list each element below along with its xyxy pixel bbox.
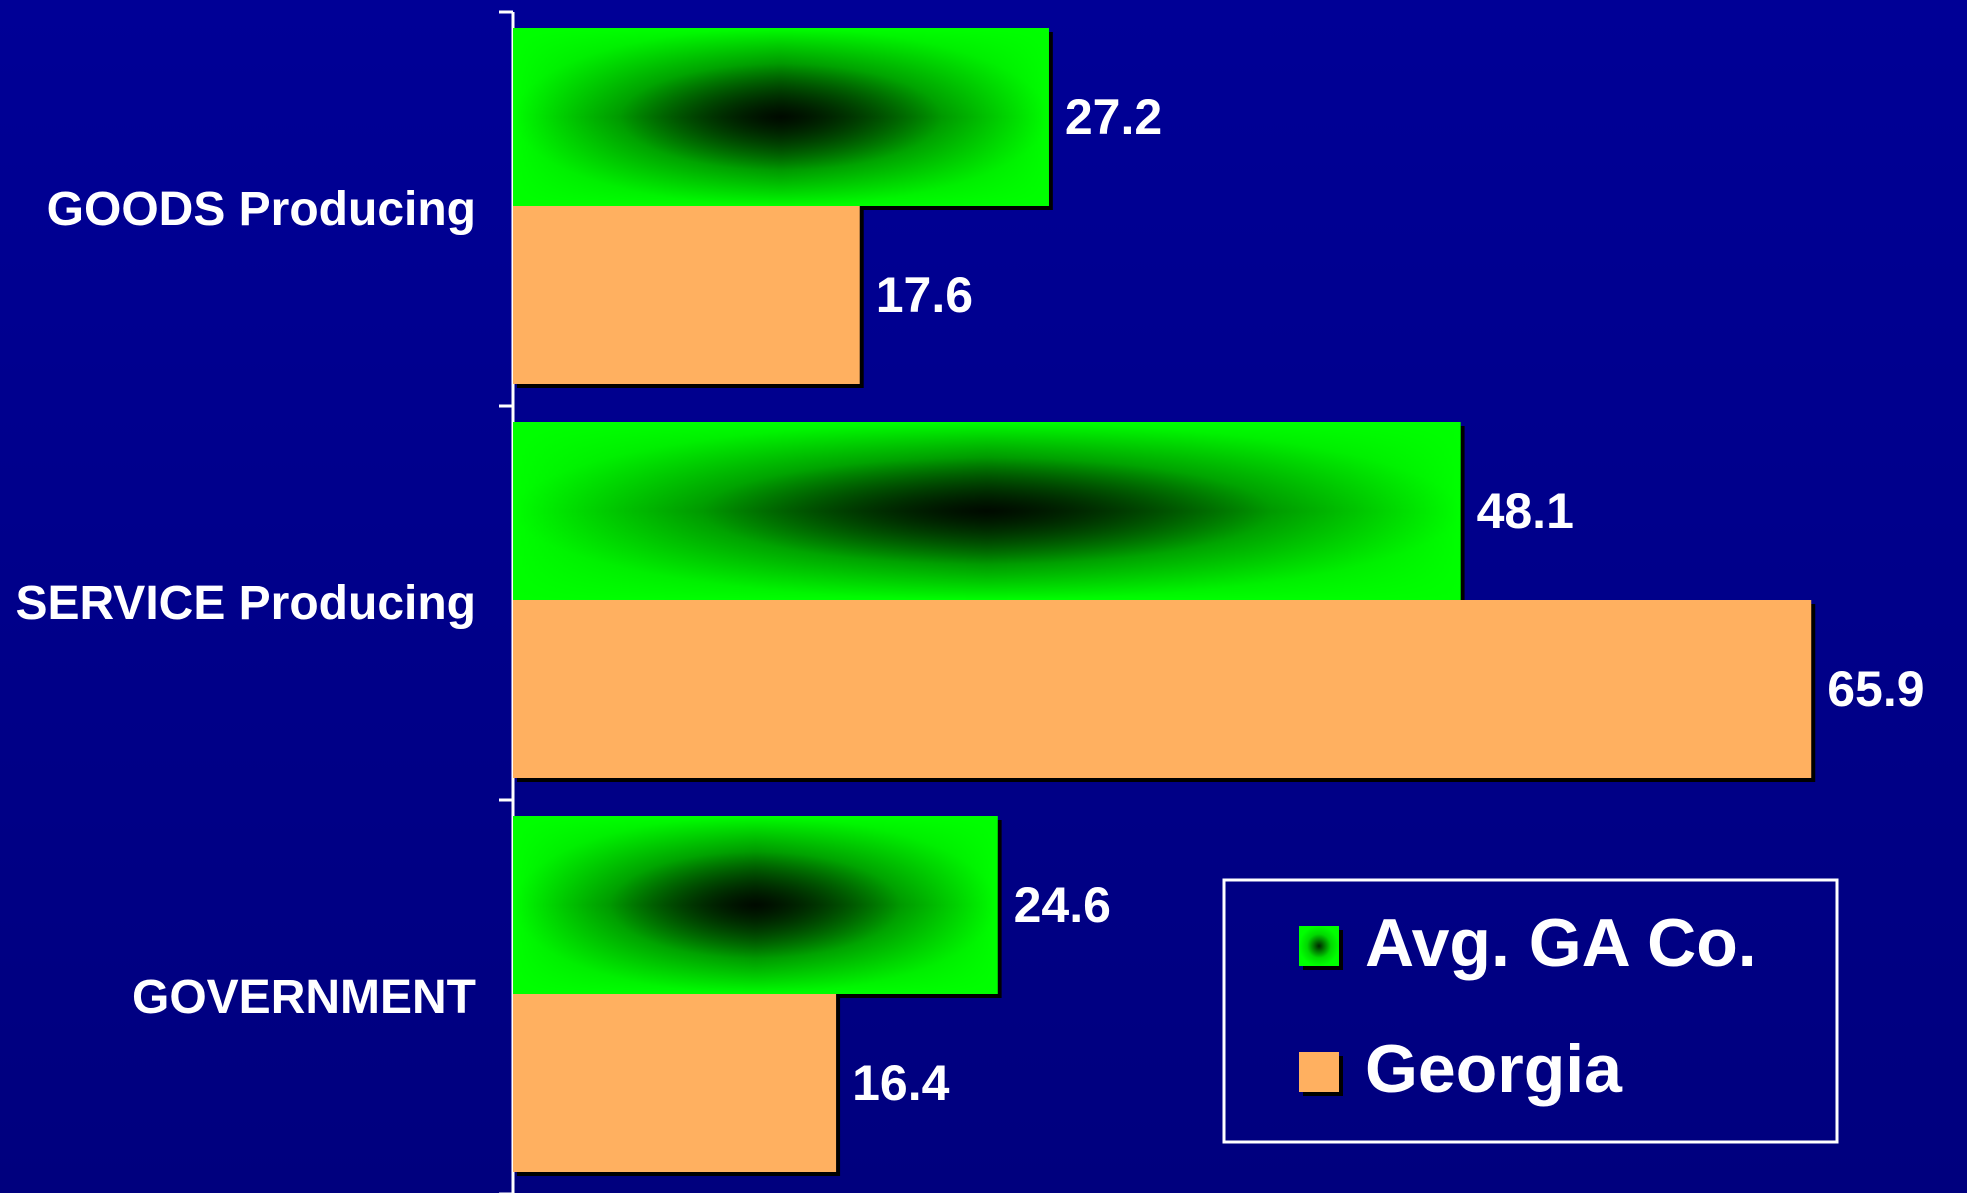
bar-fill <box>513 994 837 1172</box>
legend-swatch-gradient <box>1299 926 1339 966</box>
bar-gradient-center <box>513 816 998 994</box>
category-label: SERVICE Producing <box>15 577 476 630</box>
data-label: 48.1 <box>1477 483 1574 539</box>
labels-layer: GOODS Producing SERVICE Producing GOVERNME… <box>15 89 1924 1111</box>
bar-gradient-center <box>513 422 1461 600</box>
bar-georgia <box>513 206 864 388</box>
bar-georgia <box>513 994 841 1176</box>
legend: Avg. GA Co. Georgia <box>1222 878 1839 1144</box>
category-label: GOODS Producing <box>47 183 476 236</box>
data-label: 16.4 <box>852 1055 950 1111</box>
bars-layer <box>513 28 1816 1176</box>
data-label: 65.9 <box>1827 661 1924 717</box>
bar-avg-ga-co <box>513 816 1002 998</box>
legend-label: Avg. GA Co. <box>1365 905 1757 981</box>
bar-georgia <box>513 600 1816 782</box>
axis-layer <box>499 10 515 1193</box>
data-label: 17.6 <box>876 267 973 323</box>
data-label: 27.2 <box>1065 89 1162 145</box>
data-label: 24.6 <box>1014 877 1111 933</box>
bar-fill <box>513 600 1812 778</box>
bar-avg-ga-co <box>513 422 1465 604</box>
legend-box <box>1222 878 1839 1144</box>
legend-swatch-georgia <box>1299 1052 1339 1092</box>
bar-gradient-center <box>513 28 1049 206</box>
bar-fill <box>513 206 860 384</box>
bar-avg-ga-co <box>513 28 1053 210</box>
legend-label: Georgia <box>1365 1031 1623 1107</box>
category-label: GOVERNMENT <box>132 971 476 1024</box>
